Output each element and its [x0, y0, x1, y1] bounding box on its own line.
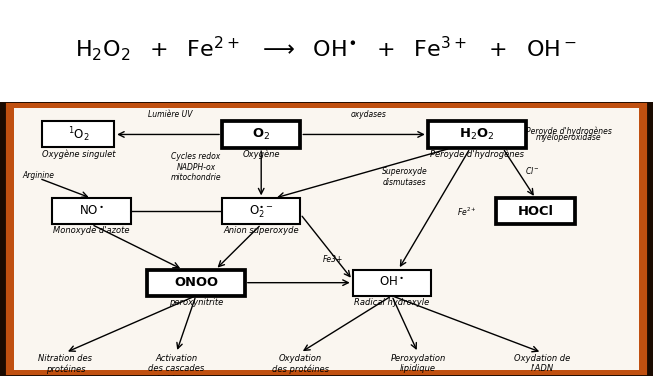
Text: O$_2^{\bullet-}$: O$_2^{\bullet-}$: [249, 203, 274, 220]
Text: OH$^\bullet$: OH$^\bullet$: [379, 276, 405, 289]
FancyBboxPatch shape: [0, 102, 653, 376]
Text: Anion superoxyde: Anion superoxyde: [223, 226, 299, 235]
Text: myéloperoxidase: myéloperoxidase: [535, 132, 601, 142]
Text: Nitration des
protéines: Nitration des protéines: [39, 354, 92, 374]
Text: Cycles redox
NADPH-ox
mitochondrie: Cycles redox NADPH-ox mitochondrie: [170, 153, 221, 182]
Text: Radical hydroxyle: Radical hydroxyle: [354, 298, 430, 307]
Text: Fe$^{2+}$: Fe$^{2+}$: [457, 205, 477, 217]
Text: Peroxydation
lipidique: Peroxydation lipidique: [390, 354, 445, 373]
Text: $^1$O$_2$: $^1$O$_2$: [68, 125, 89, 144]
Text: $\rm H_2O_2\ \ +\ \ Fe^{2+}\ \ \longrightarrow\ \ OH^{\bullet}\ \ +\ \ Fe^{3+}\ : $\rm H_2O_2\ \ +\ \ Fe^{2+}\ \ \longrigh…: [76, 34, 577, 63]
Text: Peroyde d'hydrogènes: Peroyde d'hydrogènes: [430, 150, 524, 159]
FancyBboxPatch shape: [353, 270, 431, 296]
Text: Activation
des cascades
de kinases: Activation des cascades de kinases: [148, 354, 204, 376]
Text: Oxydation de
l'ADN: Oxydation de l'ADN: [514, 354, 570, 373]
Text: Cl$^-$: Cl$^-$: [525, 165, 539, 176]
Text: H$_2$O$_2$: H$_2$O$_2$: [459, 127, 494, 142]
Text: oxydases: oxydases: [351, 111, 387, 119]
Text: Superoxyde
dismutases: Superoxyde dismutases: [382, 167, 428, 187]
Text: Peroyde d'hydrogènes: Peroyde d'hydrogènes: [526, 127, 612, 136]
Text: peroxynitrite: peroxynitrite: [168, 298, 223, 307]
Text: O$_2$: O$_2$: [252, 127, 270, 142]
FancyBboxPatch shape: [52, 198, 131, 224]
FancyBboxPatch shape: [222, 121, 300, 148]
Text: HOCl: HOCl: [517, 205, 554, 218]
Text: Fe3+: Fe3+: [323, 255, 343, 264]
Text: ONOO: ONOO: [174, 276, 218, 289]
FancyBboxPatch shape: [496, 198, 575, 224]
FancyBboxPatch shape: [42, 121, 114, 147]
FancyBboxPatch shape: [14, 108, 639, 370]
Text: Arginine: Arginine: [23, 171, 55, 180]
Text: NO$^\bullet$: NO$^\bullet$: [78, 205, 104, 218]
FancyBboxPatch shape: [147, 270, 245, 296]
Text: Oxydation
des protéines: Oxydation des protéines: [272, 354, 329, 374]
Text: Monoxyde d'azote: Monoxyde d'azote: [53, 226, 130, 235]
Text: Oxygène: Oxygène: [242, 150, 280, 159]
Text: Lumière UV: Lumière UV: [148, 111, 192, 119]
FancyBboxPatch shape: [8, 105, 645, 373]
FancyBboxPatch shape: [428, 121, 526, 148]
FancyBboxPatch shape: [222, 198, 300, 224]
Text: Oxygène singulet: Oxygène singulet: [42, 150, 115, 159]
